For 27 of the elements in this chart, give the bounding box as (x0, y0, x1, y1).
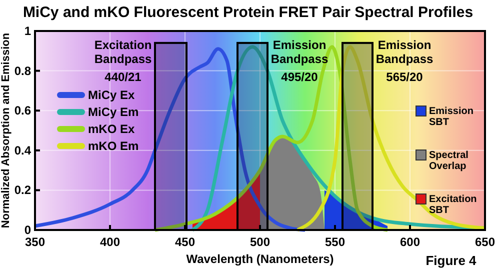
y-tick-label: 1 (24, 24, 32, 38)
x-tick-label: 400 (100, 235, 120, 249)
y-tick-label: 0.8 (14, 64, 32, 78)
y-tick-label: 0.6 (14, 104, 32, 118)
legend-label: Emission SBT (429, 106, 474, 128)
legend-label: mKO Ex (88, 122, 136, 136)
x-tick-label: 600 (400, 235, 420, 249)
x-tick-label: 450 (174, 235, 196, 249)
x-tick-label: 500 (250, 235, 270, 249)
band-label: Emission Bandpass 565/20 (376, 38, 434, 84)
y-tick-label: 0.2 (14, 183, 32, 198)
chart-title: MiCy and mKO Fluorescent Protein FRET Pair Spectral Profiles (22, 4, 474, 21)
legend-label: Excitation SBT (429, 194, 477, 216)
legend-label: mKO Em (88, 139, 139, 153)
caption: Figure 4 (426, 253, 478, 268)
band-label: Excitation Bandpass 440/21 (94, 38, 152, 84)
legend-label: MiCy Em (88, 105, 139, 119)
x-tick-label: 550 (324, 235, 346, 249)
y-tick-label: 0 (24, 223, 32, 237)
y-tick-label: 0.4 (14, 143, 32, 158)
legend-label: MiCy Ex (88, 88, 136, 102)
x-tick-label: 350 (24, 235, 46, 249)
band-label: Emission Bandpass 495/20 (270, 38, 328, 84)
x-tick-label: 650 (474, 235, 496, 249)
y-axis-title: Normalized Absorption and Emission (0, 32, 12, 228)
legend-label: Spectral Overlap (429, 150, 469, 172)
x-axis-title: Wavelength (Nanometers) (186, 252, 334, 266)
